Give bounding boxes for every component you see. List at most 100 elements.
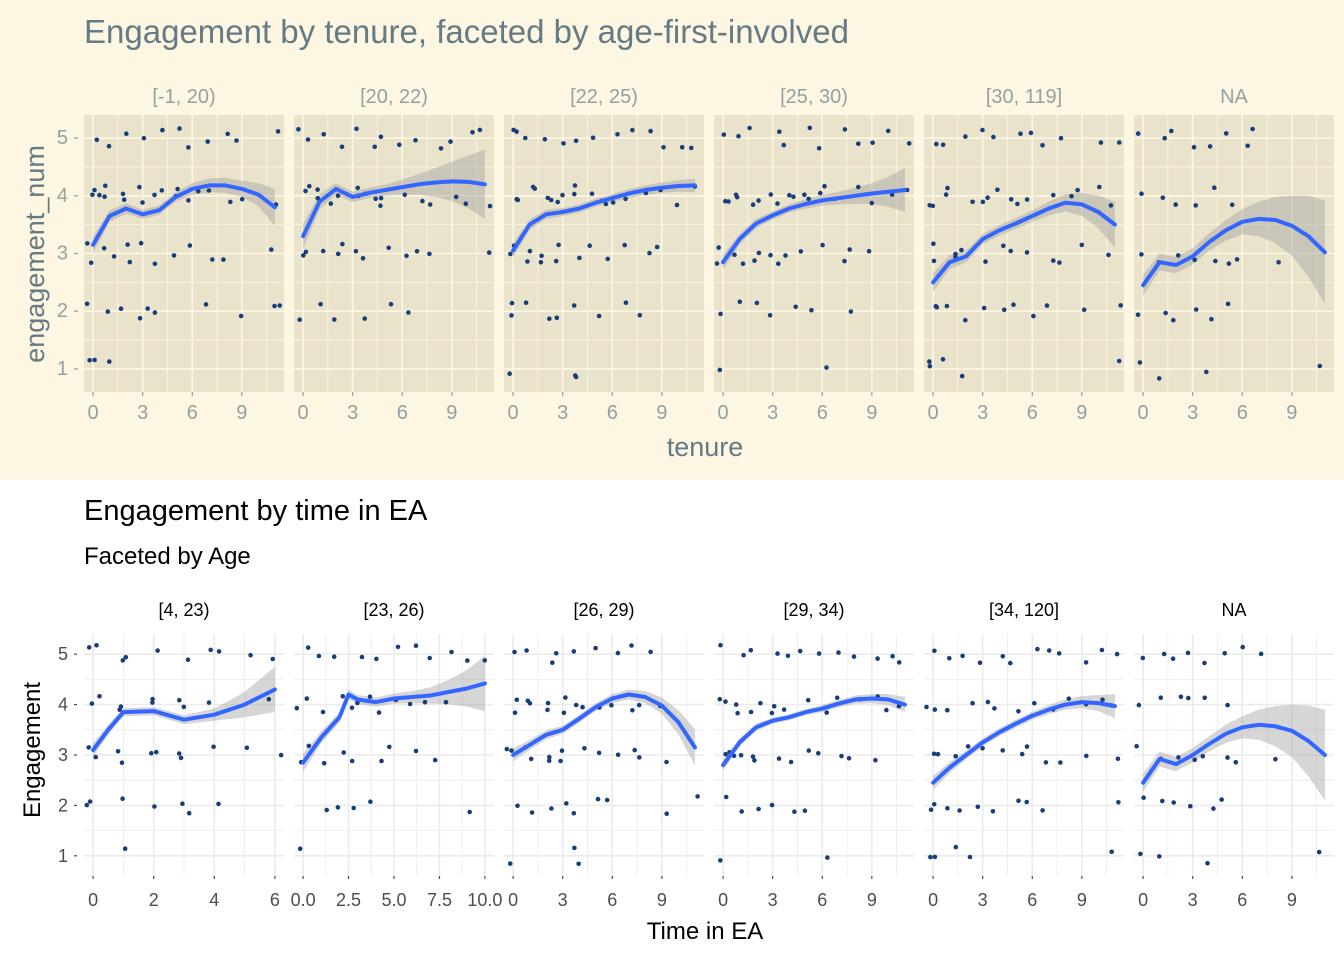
data-point xyxy=(378,203,383,208)
data-point xyxy=(776,756,782,761)
data-point xyxy=(664,811,669,816)
data-point xyxy=(991,134,996,140)
data-point xyxy=(748,647,754,653)
data-point xyxy=(756,250,762,256)
data-point xyxy=(1158,695,1164,700)
smooth-line xyxy=(91,687,277,752)
data-point xyxy=(775,651,780,656)
data-point xyxy=(573,702,579,708)
data-point xyxy=(413,138,418,143)
data-point xyxy=(340,694,346,699)
data-point xyxy=(514,129,519,134)
data-point xyxy=(768,252,773,258)
data-point xyxy=(196,189,201,194)
data-point xyxy=(750,754,756,759)
data-point xyxy=(768,192,774,197)
data-point xyxy=(305,137,311,142)
data-point xyxy=(842,258,847,264)
data-point xyxy=(797,648,803,654)
data-point xyxy=(397,142,402,148)
data-point xyxy=(87,799,93,804)
data-point xyxy=(422,699,428,705)
data-point xyxy=(545,195,551,201)
data-point xyxy=(596,750,602,756)
data-point xyxy=(637,312,643,318)
data-point xyxy=(387,744,392,750)
data-point xyxy=(486,250,492,255)
x-tick-label: 9 xyxy=(446,402,457,424)
data-point xyxy=(1081,307,1087,313)
data-point xyxy=(93,754,98,760)
x-tick-label: 0 xyxy=(88,890,98,910)
x-tick-label: 9 xyxy=(867,890,877,910)
facet-strip-label: [29, 34) xyxy=(783,600,844,620)
x-tick-label: 0 xyxy=(298,402,309,424)
smooth-line xyxy=(301,179,487,239)
data-point xyxy=(648,128,653,134)
data-point xyxy=(931,241,936,246)
data-point xyxy=(402,192,408,198)
data-point xyxy=(527,248,533,254)
bottom-facet-panel: [4, 23) 0 2 4 6 xyxy=(84,600,284,910)
top-chart-title: Engagement by tenure, faceted by age-fir… xyxy=(84,13,849,50)
data-point xyxy=(379,758,384,764)
x-tick-label: 9 xyxy=(236,402,247,424)
data-point xyxy=(1207,144,1213,149)
data-point xyxy=(178,755,184,761)
data-point xyxy=(149,751,154,756)
bottom-chart-facets: [4, 23)0 2 4 6[23, 26)0.0 2.5 5.0 7.5 10.0[26, … xyxy=(84,600,1334,910)
data-point xyxy=(935,751,941,757)
data-point xyxy=(980,746,985,751)
data-point xyxy=(842,127,848,132)
data-point xyxy=(723,198,728,204)
data-point xyxy=(930,203,936,209)
data-point xyxy=(737,299,743,305)
data-point xyxy=(97,694,102,699)
data-point xyxy=(504,746,510,752)
data-point xyxy=(320,709,326,715)
data-point xyxy=(563,695,568,700)
data-point xyxy=(674,202,680,208)
data-point xyxy=(353,248,359,254)
data-point xyxy=(374,656,379,662)
x-tick-label: 3 xyxy=(977,402,988,424)
data-point xyxy=(420,198,425,204)
data-point xyxy=(523,135,528,141)
data-point xyxy=(947,655,952,661)
data-point xyxy=(661,145,666,150)
x-tick-label: 9 xyxy=(656,402,667,424)
data-point xyxy=(977,660,983,666)
data-point xyxy=(427,202,433,207)
data-point xyxy=(615,752,621,758)
data-point xyxy=(975,804,981,810)
data-point xyxy=(825,855,830,860)
data-point xyxy=(718,311,723,317)
data-point xyxy=(595,796,601,802)
data-point xyxy=(615,650,621,656)
data-point xyxy=(1117,140,1122,145)
data-point xyxy=(873,757,878,763)
data-point xyxy=(321,760,327,766)
data-point xyxy=(622,242,627,248)
data-point xyxy=(294,705,300,711)
data-point xyxy=(767,313,773,318)
data-point xyxy=(152,261,158,267)
data-point xyxy=(211,744,216,750)
data-point xyxy=(1245,143,1250,149)
data-point xyxy=(1058,760,1063,765)
data-point xyxy=(515,197,521,203)
data-point xyxy=(150,696,155,702)
data-point xyxy=(1083,660,1089,665)
data-point xyxy=(1186,695,1191,701)
data-point xyxy=(297,846,303,851)
data-point xyxy=(547,754,552,760)
data-point xyxy=(487,203,493,209)
smooth-line xyxy=(1141,722,1327,785)
data-point xyxy=(1178,694,1184,700)
bottom-y-tick-label: 3 xyxy=(58,745,68,765)
data-point xyxy=(186,198,191,203)
data-point xyxy=(548,197,554,203)
x-tick-label: 2.5 xyxy=(336,890,361,910)
data-point xyxy=(572,191,577,197)
data-point xyxy=(1035,646,1040,652)
